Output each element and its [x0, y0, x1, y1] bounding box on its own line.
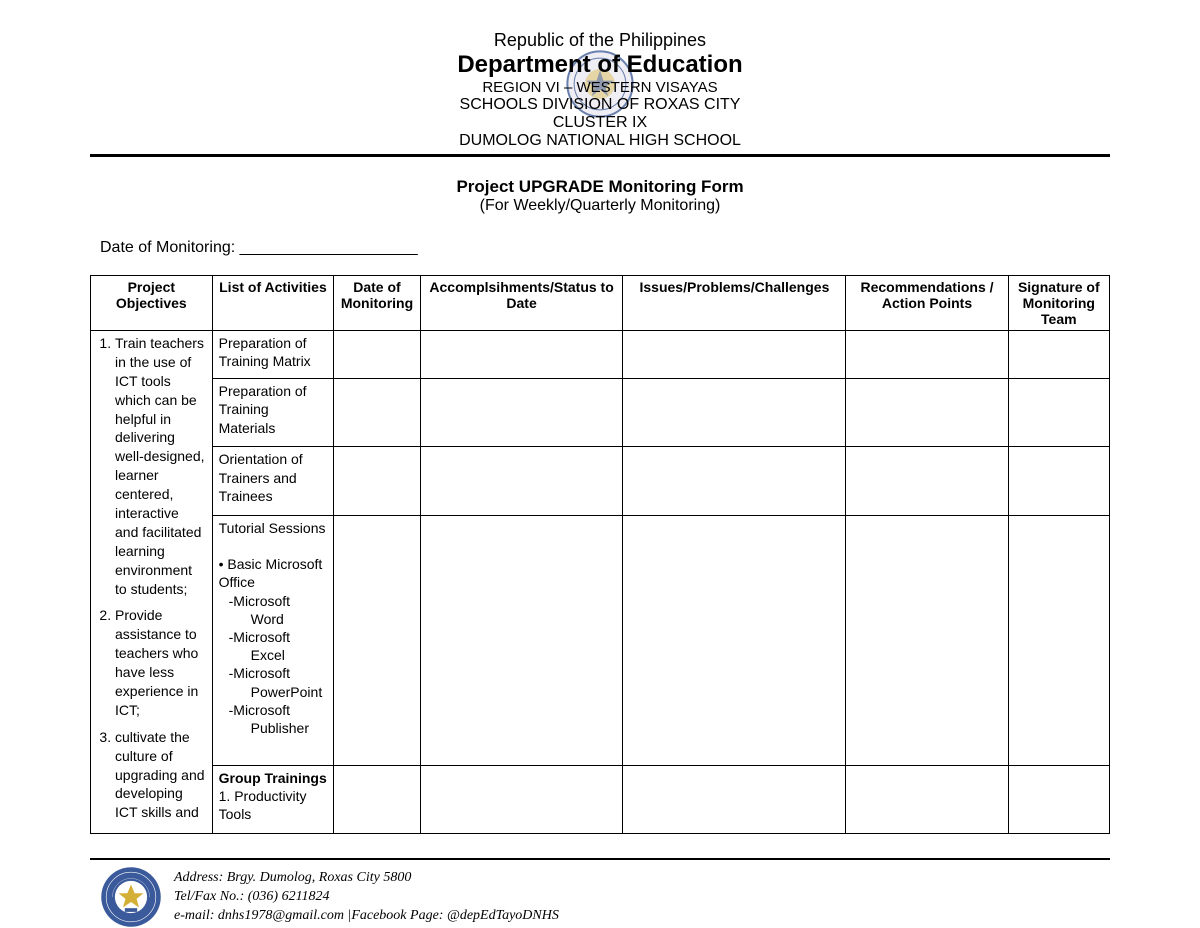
empty-cell — [623, 765, 846, 833]
activity-prep-materials: Preparation of Training Materials — [212, 379, 334, 447]
empty-cell — [623, 331, 846, 379]
tutorial-item-word: -MicrosoftWord — [219, 592, 328, 628]
objective-3: cultivate the culture of upgrading and d… — [115, 728, 206, 822]
empty-cell — [623, 515, 846, 765]
group-trainings-title: Group Trainings — [219, 769, 328, 787]
empty-cell — [846, 379, 1008, 447]
empty-cell — [334, 765, 420, 833]
empty-cell — [420, 515, 623, 765]
objectives-cell: Train teachers in the use of ICT tools w… — [91, 331, 213, 834]
table-row: Orientation of Trainers and Trainees — [91, 447, 1110, 515]
col-signature: Signature of Monitoring Team — [1008, 276, 1109, 331]
tutorial-title: Tutorial Sessions — [219, 519, 328, 537]
empty-cell — [1008, 765, 1109, 833]
activity-orientation: Orientation of Trainers and Trainees — [212, 447, 334, 515]
header-cluster: CLUSTER IX — [90, 114, 1110, 132]
form-subtitle: (For Weekly/Quarterly Monitoring) — [90, 197, 1110, 215]
empty-cell — [846, 447, 1008, 515]
document-footer: Address: Brgy. Dumolog, Roxas City 5800 … — [90, 866, 1110, 928]
header-region: REGION VI – WESTERN VISAYAS — [90, 79, 1110, 96]
empty-cell — [846, 515, 1008, 765]
header-republic: Republic of the Philippines — [90, 30, 1110, 51]
activity-tutorial-sessions: Tutorial Sessions • Basic Microsoft Offi… — [212, 515, 334, 765]
empty-cell — [846, 765, 1008, 833]
empty-cell — [334, 331, 420, 379]
activity-prep-matrix: Preparation of Training Matrix — [212, 331, 334, 379]
empty-cell — [334, 447, 420, 515]
empty-cell — [846, 331, 1008, 379]
empty-cell — [420, 447, 623, 515]
col-recommendations: Recommendations / Action Points — [846, 276, 1008, 331]
header-school: DUMOLOG NATIONAL HIGH SCHOOL — [90, 132, 1110, 150]
col-accomplishments: Accomplsihments/Status to Date — [420, 276, 623, 331]
tutorial-item-excel: -MicrosoftExcel — [219, 628, 328, 664]
footer-tel: Tel/Fax No.: (036) 6211824 — [174, 888, 559, 907]
table-row: Tutorial Sessions • Basic Microsoft Offi… — [91, 515, 1110, 765]
empty-cell — [1008, 515, 1109, 765]
table-row: Group Trainings 1. Productivity Tools — [91, 765, 1110, 833]
objective-1: Train teachers in the use of ICT tools w… — [115, 334, 206, 598]
tutorial-bullet: • Basic Microsoft Office — [219, 555, 328, 591]
document-header: Republic of the Philippines Department o… — [90, 30, 1110, 150]
footer-address: Address: Brgy. Dumolog, Roxas City 5800 — [174, 869, 559, 888]
empty-cell — [420, 379, 623, 447]
empty-cell — [334, 515, 420, 765]
group-trainings-item: 1. Productivity Tools — [219, 787, 328, 823]
empty-cell — [334, 379, 420, 447]
empty-cell — [420, 331, 623, 379]
date-of-monitoring-label: Date of Monitoring: ____________________ — [90, 239, 1110, 257]
table-row: Preparation of Training Materials — [91, 379, 1110, 447]
form-title: Project UPGRADE Monitoring Form — [90, 177, 1110, 197]
school-seal-icon — [100, 866, 162, 928]
footer-email: e-mail: dnhs1978@gmail.com |Facebook Pag… — [174, 907, 559, 926]
empty-cell — [623, 379, 846, 447]
objective-2: Provide assistance to teachers who have … — [115, 606, 206, 719]
header-division: SCHOOLS DIVISION OF ROXAS CITY — [90, 96, 1110, 114]
footer-divider — [90, 858, 1110, 860]
header-divider — [90, 154, 1110, 157]
activity-group-trainings: Group Trainings 1. Productivity Tools — [212, 765, 334, 833]
col-date-monitoring: Date of Monitoring — [334, 276, 420, 331]
empty-cell — [1008, 379, 1109, 447]
col-activities: List of Activities — [212, 276, 334, 331]
empty-cell — [1008, 331, 1109, 379]
tutorial-item-ppt: -MicrosoftPowerPoint — [219, 664, 328, 700]
col-issues: Issues/Problems/Challenges — [623, 276, 846, 331]
header-department: Department of Education — [90, 51, 1110, 79]
table-row: Train teachers in the use of ICT tools w… — [91, 331, 1110, 379]
empty-cell — [1008, 447, 1109, 515]
table-header-row: Project Objectives List of Activities Da… — [91, 276, 1110, 331]
empty-cell — [623, 447, 846, 515]
empty-cell — [420, 765, 623, 833]
tutorial-item-pub: -MicrosoftPublisher — [219, 701, 328, 737]
footer-text: Address: Brgy. Dumolog, Roxas City 5800 … — [174, 869, 559, 926]
monitoring-table: Project Objectives List of Activities Da… — [90, 275, 1110, 834]
col-objectives: Project Objectives — [91, 276, 213, 331]
